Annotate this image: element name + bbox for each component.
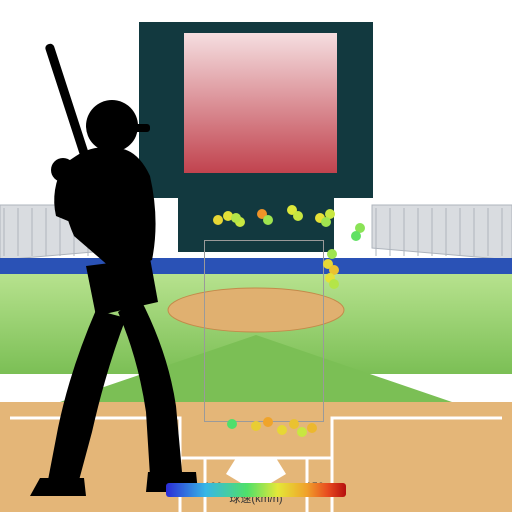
pitch-marker (213, 215, 223, 225)
stands-left (0, 205, 140, 260)
pitch-marker (329, 279, 339, 289)
pitch-marker (263, 215, 273, 225)
pitch-marker (263, 417, 273, 427)
legend-gradient-bar (166, 483, 346, 497)
pitch-chart-stage: { "canvas": { "width": 512, "height": 51… (0, 0, 512, 512)
speed-legend: 100 150 球速(km/h) (166, 483, 346, 506)
pitch-marker (231, 213, 241, 223)
pitch-marker (321, 217, 331, 227)
pitch-marker (297, 427, 307, 437)
strike-zone (204, 240, 324, 422)
pitch-marker (251, 421, 261, 431)
stands-right (372, 205, 512, 260)
pitch-marker (227, 419, 237, 429)
pitch-marker (327, 249, 337, 259)
pitch-marker (277, 425, 287, 435)
pitch-marker (307, 423, 317, 433)
pitch-marker (351, 231, 361, 241)
pitch-marker (293, 211, 303, 221)
scoreboard-screen (184, 33, 337, 173)
